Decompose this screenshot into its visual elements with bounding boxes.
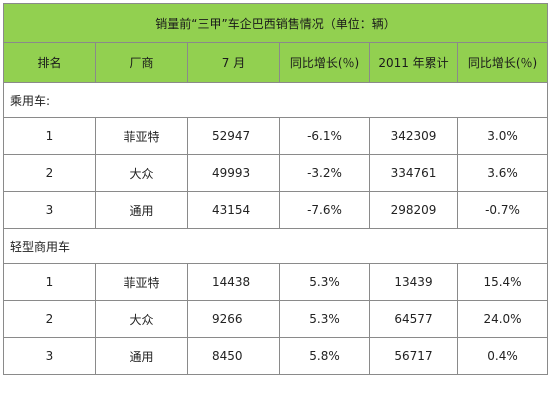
cell-july: 9266 — [187, 300, 280, 338]
cell-yoy: 5.8% — [279, 337, 370, 375]
cell-rank: 3 — [3, 337, 96, 375]
cell-maker: 菲亚特 — [95, 117, 188, 155]
cell-ytd: 56717 — [369, 337, 458, 375]
table-row: 3 通用 43154 -7.6% 298209 -0.7% — [3, 191, 549, 229]
cell-july: 49993 — [187, 154, 280, 192]
section-label: 乘用车: — [2, 82, 549, 118]
column-header-maker: 厂商 — [95, 42, 188, 83]
column-header-rank: 排名 — [3, 42, 96, 83]
cell-july: 43154 — [187, 191, 280, 229]
column-header-ytd: 2011 年累计 — [369, 42, 458, 83]
table-row: 2 大众 49993 -3.2% 334761 3.6% — [3, 154, 549, 192]
table-row: 2 大众 9266 5.3% 64577 24.0% — [3, 300, 549, 338]
header-row: 排名 厂商 7 月 同比增长(％) 2011 年累计 同比增长(％) — [3, 42, 549, 83]
cell-rank: 2 — [3, 300, 96, 338]
cell-ytd: 334761 — [369, 154, 458, 192]
cell-ytd-yoy: 24.0% — [456, 300, 549, 338]
table-row: 3 通用 8450 5.8% 56717 0.4% — [3, 337, 549, 375]
column-header-yoy: 同比增长(％) — [279, 42, 370, 83]
cell-july: 8450 — [187, 337, 280, 375]
cell-july: 52947 — [187, 117, 280, 155]
cell-ytd: 13439 — [369, 263, 458, 301]
cell-maker: 大众 — [95, 154, 188, 192]
section-row-light-commercial: 轻型商用车 — [2, 228, 549, 264]
cell-ytd-yoy: -0.7% — [456, 191, 549, 229]
cell-yoy: 5.3% — [279, 263, 370, 301]
sales-table: 销量前“三甲”车企巴西销售情况（单位：辆） 排名 厂商 7 月 同比增长(％) … — [2, 3, 549, 375]
cell-maker: 大众 — [95, 300, 188, 338]
cell-ytd: 298209 — [369, 191, 458, 229]
table-title: 销量前“三甲”车企巴西销售情况（单位：辆） — [2, 3, 549, 43]
cell-ytd-yoy: 0.4% — [456, 337, 549, 375]
section-label: 轻型商用车 — [2, 228, 549, 264]
title-row: 销量前“三甲”车企巴西销售情况（单位：辆） — [2, 3, 549, 43]
column-header-july: 7 月 — [187, 42, 280, 83]
cell-rank: 2 — [3, 154, 96, 192]
cell-rank: 1 — [3, 263, 96, 301]
cell-ytd-yoy: 3.6% — [456, 154, 549, 192]
cell-ytd-yoy: 15.4% — [456, 263, 549, 301]
table-row: 1 菲亚特 14438 5.3% 13439 15.4% — [3, 263, 549, 301]
cell-maker: 菲亚特 — [95, 263, 188, 301]
cell-rank: 1 — [3, 117, 96, 155]
cell-yoy: -7.6% — [279, 191, 370, 229]
cell-ytd: 64577 — [369, 300, 458, 338]
cell-rank: 3 — [3, 191, 96, 229]
column-header-ytd-yoy: 同比增长(％) — [456, 42, 549, 83]
cell-yoy: -6.1% — [279, 117, 370, 155]
section-row-passenger: 乘用车: — [2, 82, 549, 118]
cell-maker: 通用 — [95, 337, 188, 375]
cell-yoy: -3.2% — [279, 154, 370, 192]
cell-ytd-yoy: 3.0% — [456, 117, 549, 155]
table-row: 1 菲亚特 52947 -6.1% 342309 3.0% — [3, 117, 549, 155]
cell-ytd: 342309 — [369, 117, 458, 155]
cell-july: 14438 — [187, 263, 280, 301]
cell-maker: 通用 — [95, 191, 188, 229]
cell-yoy: 5.3% — [279, 300, 370, 338]
